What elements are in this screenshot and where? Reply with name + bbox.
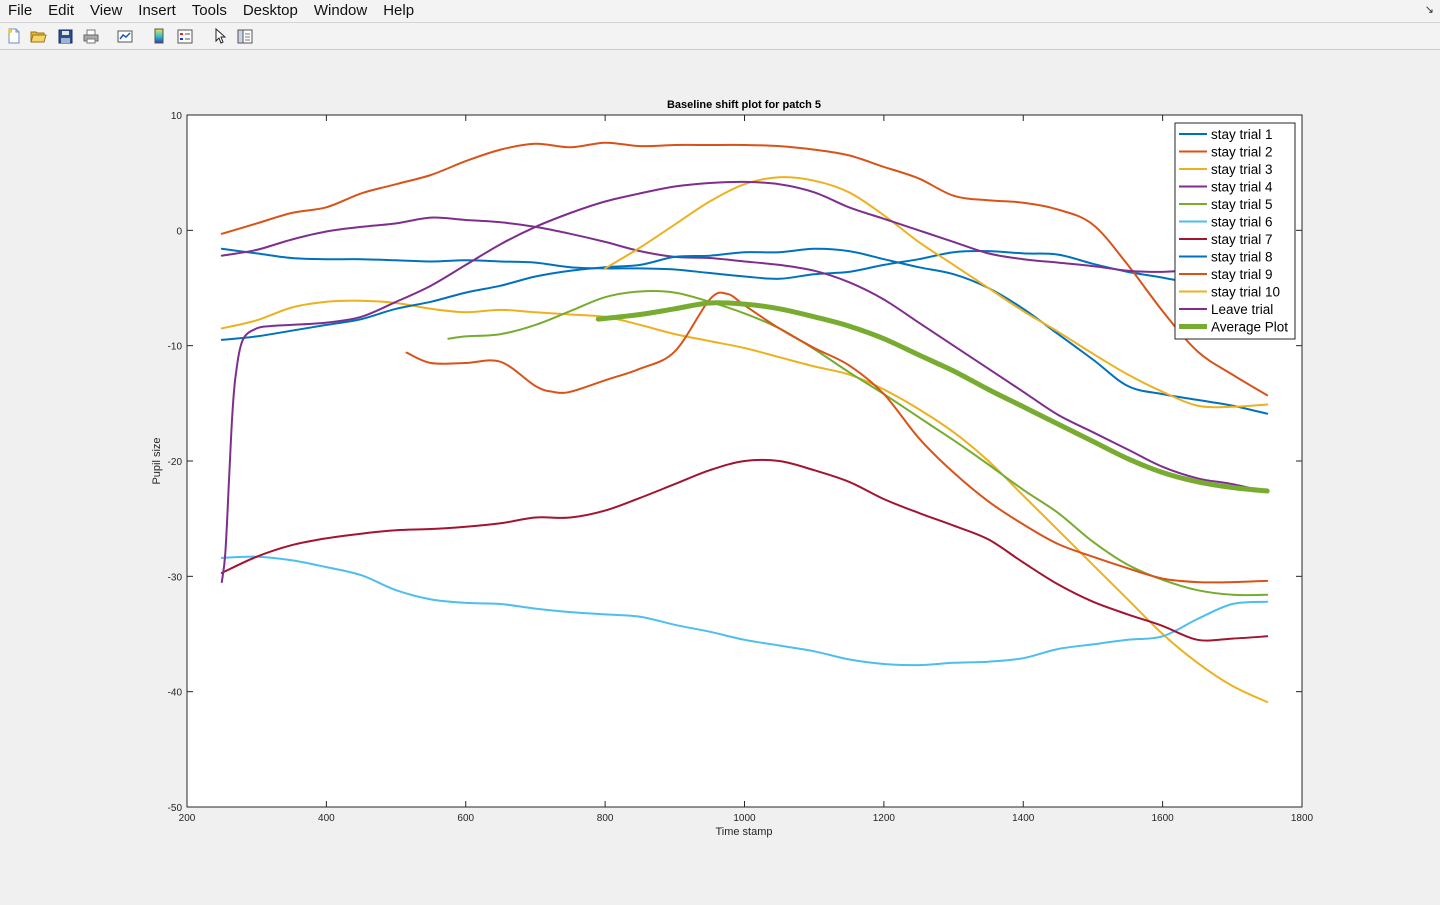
series-line-stay-trial-8	[220, 247, 1269, 415]
series-line-stay-trial-1	[220, 247, 1199, 286]
x-tick-label: 600	[457, 813, 474, 824]
menu-insert[interactable]: Insert	[138, 2, 176, 19]
legend-entry-label: stay trial 2	[1211, 145, 1273, 160]
axis-tick-labels: 200 400 600 800 1000 1200 1400 1600 1800 10 0 -10 -2…	[168, 111, 1314, 824]
dock-arrow-icon[interactable]: ↘	[1424, 4, 1434, 16]
legend-entry-label: stay trial 1	[1211, 127, 1273, 142]
legend-entry-label: stay trial 8	[1211, 250, 1273, 265]
link-plot-icon[interactable]	[116, 27, 134, 45]
series-line-stay-trial-7	[220, 458, 1269, 642]
x-tick-label: 1800	[1291, 813, 1314, 824]
legend-entry-label: stay trial 9	[1211, 267, 1273, 282]
y-tick-label: -10	[168, 342, 183, 353]
legend-entry-label: stay trial 5	[1211, 197, 1273, 212]
legend[interactable]: stay trial 1 stay trial 2 stay trial 3 stay…	[1174, 122, 1296, 340]
y-tick-label: -40	[168, 688, 183, 699]
y-tick-label: 10	[171, 111, 183, 122]
show-plot-tools-icon[interactable]	[236, 27, 254, 45]
x-axis-label: Time stamp	[715, 826, 772, 838]
x-tick-label: 800	[597, 813, 614, 824]
open-file-icon[interactable]	[29, 27, 47, 45]
figure-canvas: 200 400 600 800 1000 1200 1400 1600 1800 10 0 -10 -2…	[0, 50, 1440, 900]
y-tick-label: -30	[168, 572, 183, 583]
new-figure-icon[interactable]	[5, 27, 23, 45]
insert-colorbar-icon[interactable]	[150, 27, 168, 45]
series-line-leave-trial	[220, 180, 1199, 584]
y-tick-label: 0	[176, 226, 182, 237]
plot-lines	[220, 141, 1270, 703]
y-axis-label: Pupil size	[151, 437, 163, 484]
menu-desktop[interactable]: Desktop	[242, 2, 298, 19]
series-line-stay-trial-2	[220, 141, 1269, 397]
legend-entry-label: stay trial 10	[1211, 285, 1280, 300]
x-tick-label: 400	[318, 813, 335, 824]
y-tick-label: -50	[168, 803, 183, 814]
series-line-average-plot	[595, 300, 1270, 494]
series-line-stay-trial-6	[220, 555, 1269, 667]
series-line-stay-trial-9	[405, 291, 1269, 584]
legend-box	[1174, 122, 1296, 340]
menu-help[interactable]: Help	[383, 2, 415, 19]
legend-entry-label: stay trial 7	[1211, 232, 1273, 247]
x-tick-label: 1400	[1012, 813, 1035, 824]
x-tick-label: 1200	[873, 813, 896, 824]
line-chart: 200 400 600 800 1000 1200 1400 1600 1800 10 0 -10 -2…	[151, 99, 1314, 838]
legend-entry-label: stay trial 4	[1211, 180, 1273, 195]
x-tick-label: 200	[179, 813, 196, 824]
legend-entry-label: Leave trial	[1211, 302, 1273, 317]
menu-edit[interactable]: Edit	[48, 2, 75, 19]
chart-title: Baseline shift plot for patch 5	[667, 99, 821, 111]
menu-tools[interactable]: Tools	[191, 2, 227, 19]
figure-toolbar	[0, 23, 1440, 50]
legend-entry-label: stay trial 6	[1211, 215, 1273, 230]
series-line-stay-trial-3	[220, 299, 1269, 703]
series-line-stay-trial-5	[447, 290, 1269, 597]
insert-legend-icon[interactable]	[176, 27, 194, 45]
edit-plot-arrow-icon[interactable]	[211, 27, 229, 45]
legend-entry-label: stay trial 3	[1211, 162, 1273, 177]
menu-window[interactable]: Window	[313, 2, 368, 19]
print-icon[interactable]	[82, 27, 100, 45]
legend-entry-label: Average Plot	[1211, 320, 1288, 335]
series-line-stay-trial-10	[604, 176, 1269, 409]
menu-file[interactable]: File	[8, 2, 33, 19]
series-line-stay-trial-4	[220, 216, 1269, 494]
x-tick-label: 1000	[733, 813, 756, 824]
y-tick-label: -20	[168, 457, 183, 468]
x-tick-label: 1600	[1152, 813, 1175, 824]
axis-ticks	[186, 114, 1303, 808]
menu-bar: File Edit View Insert Tools Desktop Wind…	[0, 0, 1440, 23]
save-icon[interactable]	[56, 27, 74, 45]
menu-view[interactable]: View	[90, 2, 123, 19]
